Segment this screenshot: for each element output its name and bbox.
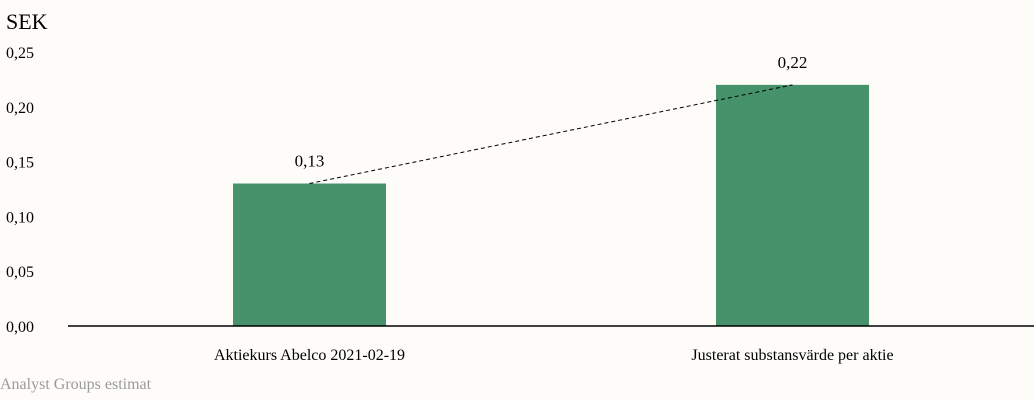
source-note: Analyst Groups estimat xyxy=(0,376,152,393)
bar xyxy=(233,183,386,326)
data-labels: 0,13 0,22 xyxy=(295,53,808,171)
y-tick-label: 0,05 xyxy=(6,264,34,281)
y-tick-label: 0,15 xyxy=(6,155,34,172)
y-axis-ticks: 0,00 0,05 0,10 0,15 0,20 0,25 xyxy=(6,45,34,336)
y-tick-label: 0,20 xyxy=(6,100,34,117)
bars xyxy=(233,84,869,326)
y-tick-label: 0,10 xyxy=(6,209,34,226)
category-label: Aktiekurs Abelco 2021-02-19 xyxy=(214,347,405,364)
bar-chart: SEK 0,00 0,05 0,10 0,15 0,20 0,25 0,13 0,22 Ak… xyxy=(6,9,1034,364)
y-unit-label: SEK xyxy=(6,9,48,34)
y-tick-label: 0,00 xyxy=(6,319,34,336)
dashed-connector-line xyxy=(309,84,793,185)
y-tick-label: 0,25 xyxy=(6,45,34,62)
bar xyxy=(716,84,869,326)
data-label: 0,22 xyxy=(778,53,808,72)
category-label: Justerat substansvärde per aktie xyxy=(691,347,893,364)
category-labels: Aktiekurs Abelco 2021-02-19 Justerat subs… xyxy=(214,347,894,364)
data-label: 0,13 xyxy=(295,152,325,171)
